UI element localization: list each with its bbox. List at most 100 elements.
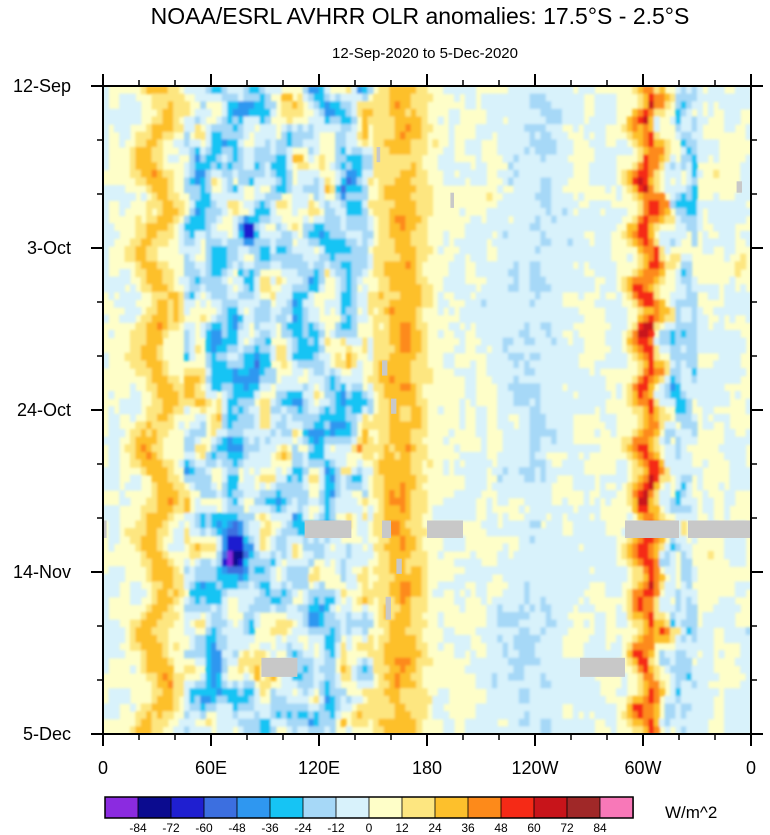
heatmap-cell: [535, 124, 541, 133]
heatmap-cell: [356, 192, 363, 201]
heatmap-cell: [578, 230, 585, 240]
heatmap-cell: [248, 124, 255, 133]
heatmap-cell: [416, 307, 423, 316]
heatmap-cell: [146, 436, 153, 445]
heatmap-cell: [556, 131, 563, 140]
heatmap-cell: [216, 268, 223, 278]
heatmap-cell: [389, 108, 396, 118]
heatmap-cell: [464, 223, 471, 232]
heatmap-cell: [394, 116, 401, 125]
heatmap-cell: [562, 337, 568, 346]
heatmap-cell: [151, 124, 158, 133]
heatmap-cell: [243, 124, 250, 133]
heatmap-cell: [135, 268, 142, 278]
heatmap-cell: [697, 207, 703, 217]
heatmap-cell: [632, 436, 639, 445]
heatmap-cell: [486, 215, 493, 224]
heatmap-cell: [362, 413, 369, 423]
heatmap-cell: [227, 505, 234, 514]
heatmap-cell: [702, 505, 709, 514]
heatmap-cell: [562, 314, 568, 323]
heatmap-cell: [238, 124, 244, 133]
heatmap-cell: [686, 352, 693, 362]
heatmap-cell: [373, 200, 379, 209]
heatmap-cell: [594, 215, 601, 224]
heatmap-cell: [313, 284, 320, 293]
heatmap-cell: [178, 482, 185, 491]
heatmap-cell: [302, 307, 309, 316]
heatmap-cell: [362, 162, 369, 171]
heatmap-cell: [178, 246, 185, 255]
heatmap-cell: [340, 116, 347, 125]
heatmap-cell: [632, 299, 639, 308]
heatmap-cell: [286, 154, 293, 163]
heatmap-cell: [410, 116, 417, 125]
heatmap-cell: [702, 459, 709, 468]
heatmap-cell: [173, 124, 180, 133]
heatmap-cell: [524, 116, 531, 125]
heatmap-cell: [200, 520, 207, 529]
heatmap-cell: [356, 108, 363, 118]
heatmap-cell: [416, 490, 423, 499]
heatmap-cell: [734, 390, 741, 400]
heatmap-cell: [324, 482, 331, 491]
heatmap-cell: [410, 253, 417, 262]
heatmap-cell: [157, 307, 163, 316]
heatmap-cell: [680, 467, 687, 476]
heatmap-cell: [162, 131, 169, 140]
heatmap-cell: [497, 268, 504, 278]
heatmap-cell: [194, 215, 201, 224]
heatmap-cell: [734, 436, 741, 445]
heatmap-cell: [459, 345, 466, 354]
heatmap-cell: [405, 238, 412, 247]
heatmap-cell: [140, 314, 147, 323]
heatmap-cell: [270, 490, 277, 499]
heatmap-cell: [621, 276, 628, 285]
heatmap-cell: [734, 329, 741, 339]
heatmap-cell: [108, 467, 115, 476]
heatmap-cell: [724, 299, 730, 308]
heatmap-cell: [459, 291, 466, 301]
heatmap-cell: [286, 490, 293, 499]
heatmap-cell: [416, 276, 423, 285]
heatmap-cell: [205, 192, 212, 201]
heatmap-cell: [626, 436, 633, 445]
heatmap-cell: [502, 307, 509, 316]
heatmap-cell: [605, 337, 612, 346]
heatmap-cell: [324, 253, 331, 262]
heatmap-cell: [227, 238, 234, 247]
heatmap-cell: [270, 375, 277, 384]
heatmap-cell: [675, 337, 682, 346]
heatmap-cell: [464, 307, 471, 316]
heatmap-cell: [265, 93, 271, 102]
heatmap-cell: [275, 200, 282, 209]
heatmap-cell: [605, 154, 612, 163]
heatmap-cell: [292, 375, 298, 384]
heatmap-cell: [346, 116, 352, 125]
heatmap-cell: [664, 490, 671, 499]
heatmap-cell: [724, 307, 730, 316]
heatmap-cell: [551, 375, 558, 384]
heatmap-cell: [394, 139, 401, 148]
heatmap-cell: [297, 268, 304, 278]
heatmap-cell: [356, 268, 363, 278]
heatmap-cell: [216, 192, 223, 201]
heatmap-cell: [378, 93, 385, 102]
heatmap-cell: [356, 512, 363, 522]
heatmap-cell: [265, 238, 271, 247]
heatmap-cell: [140, 177, 147, 186]
heatmap-cell: [335, 238, 342, 247]
heatmap-cell: [589, 406, 595, 415]
heatmap-cell: [378, 314, 385, 323]
heatmap-cell: [745, 162, 751, 171]
heatmap-cell: [394, 421, 401, 430]
heatmap-cell: [140, 352, 147, 362]
heatmap-cell: [297, 276, 304, 285]
heatmap-cell: [545, 314, 552, 323]
heatmap-cell: [346, 253, 352, 262]
heatmap-cell: [594, 253, 601, 262]
heatmap-cell: [319, 497, 325, 506]
heatmap-cell: [319, 436, 325, 445]
heatmap-cell: [464, 146, 471, 156]
heatmap-cell: [594, 238, 601, 247]
